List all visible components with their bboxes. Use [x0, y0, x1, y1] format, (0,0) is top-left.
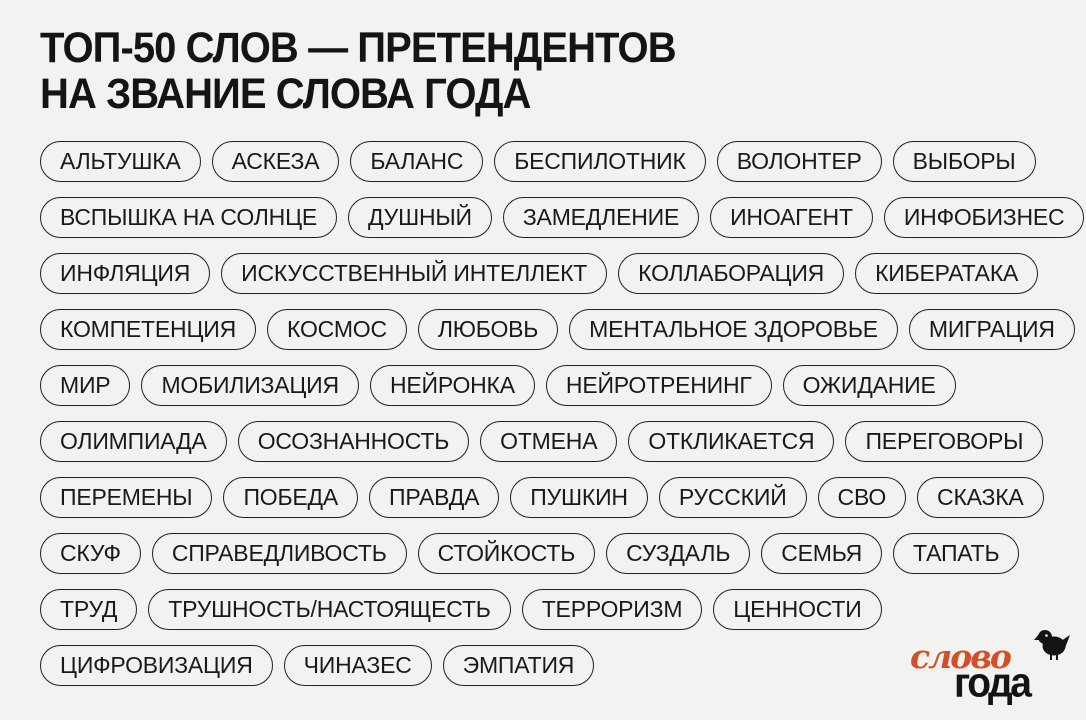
word-pill: МИГРАЦИЯ — [908, 309, 1075, 351]
word-pill: ТЕРРОРИЗМ — [521, 589, 703, 631]
word-row: ИНФЛЯЦИЯ ИСКУССТВЕННЫЙ ИНТЕЛЛЕКТ КОЛЛАБОРА… — [40, 253, 1046, 295]
word-pill: НЕЙРОНКА — [369, 365, 535, 407]
word-pill: АЛЬТУШКА — [40, 141, 201, 183]
word-pill: ЦИФРОВИЗАЦИЯ — [40, 645, 273, 687]
page-title-line1: ТОП-50 СЛОВ — ПРЕТЕНДЕНТОВ — [40, 24, 677, 72]
word-pill: МЕНТАЛЬНОЕ ЗДОРОВЬЕ — [569, 309, 898, 351]
word-pill: ЦЕННОСТИ — [713, 589, 882, 631]
word-pill: НЕЙРОТРЕНИНГ — [545, 365, 772, 407]
word-pill: КОМПЕТЕНЦИЯ — [40, 309, 257, 351]
word-pill: ПЕРЕГОВОРЫ — [845, 421, 1044, 463]
word-pill: КОСМОС — [267, 309, 407, 351]
word-row: СКУФ СПРАВЕДЛИВОСТЬ СТОЙКОСТЬ СУЗДАЛЬ СЕМЬЯ Т… — [40, 533, 1046, 575]
page-title-line2: НА ЗВАНИЕ СЛОВА ГОДА — [40, 69, 531, 118]
word-pill: КОЛЛАБОРАЦИЯ — [618, 253, 845, 295]
word-pill: РУССКИЙ — [658, 477, 807, 519]
word-pill: ВЫБОРЫ — [892, 141, 1036, 183]
word-pill: ПУШКИН — [510, 477, 648, 519]
word-pill: МОБИЛИЗАЦИЯ — [141, 365, 359, 407]
word-pill: ИСКУССТВЕННЫЙ ИНТЕЛЛЕКТ — [221, 253, 608, 295]
word-pill: КИБЕРАТАКА — [855, 253, 1039, 295]
word-pill: СКАЗКА — [917, 477, 1044, 519]
word-pill: БАЛАНС — [350, 141, 484, 183]
word-pill: ОСОЗНАННОСТЬ — [237, 421, 470, 463]
word-pill: ВОЛОНТЕР — [716, 141, 882, 183]
word-pill: СУЗДАЛЬ — [606, 533, 751, 575]
word-pill: ДУШНЫЙ — [348, 197, 492, 239]
word-pill: ЭМПАТИЯ — [442, 645, 595, 687]
word-row: КОМПЕТЕНЦИЯ КОСМОС ЛЮБОВЬ МЕНТАЛЬНОЕ ЗДОРОВ… — [40, 309, 1075, 351]
word-row: АЛЬТУШКА АСКЕЗА БАЛАНС БЕСПИЛОТНИК ВОЛОНТЕР В… — [40, 141, 1046, 183]
word-pill: ПЕРЕМЕНЫ — [40, 477, 213, 519]
word-pill: ОЛИМПИАДА — [40, 421, 227, 463]
slovo-goda-logo: слово года — [910, 630, 1070, 707]
logo-text-slovo: слово — [910, 637, 1012, 676]
word-pill: ЧИНАЗЕС — [283, 645, 432, 687]
word-pill: СТОЙКОСТЬ — [417, 533, 596, 575]
bird-icon — [1034, 630, 1070, 660]
word-pill: СПРАВЕДЛИВОСТЬ — [151, 533, 407, 575]
word-pill: СВО — [817, 477, 907, 519]
word-pill: ТАПАТЬ — [893, 533, 1020, 575]
word-pill: ТРУШНОСТЬ/НАСТОЯЩЕСТЬ — [148, 589, 511, 631]
word-pill: ОТКЛИКАЕТСЯ — [628, 421, 835, 463]
word-pill: ИНОАГЕНТ — [710, 197, 873, 239]
word-pill: ТРУД — [40, 589, 138, 631]
word-pill: ОТМЕНА — [480, 421, 618, 463]
word-row: ЦИФРОВИЗАЦИЯ ЧИНАЗЕС ЭМПАТИЯ — [40, 645, 1046, 687]
word-pill: ЛЮБОВЬ — [417, 309, 559, 351]
word-pill: ЗАМЕДЛЕНИЕ — [502, 197, 700, 239]
word-row: ПЕРЕМЕНЫ ПОБЕДА ПРАВДА ПУШКИН РУССКИЙ СВО СКАЗ… — [40, 477, 1046, 519]
word-pill: АСКЕЗА — [211, 141, 340, 183]
word-row: МИР МОБИЛИЗАЦИЯ НЕЙРОНКА НЕЙРОТРЕНИНГ ОЖИДАН… — [40, 365, 1046, 407]
word-row: ВСПЫШКА НА СОЛНЦЕ ДУШНЫЙ ЗАМЕДЛЕНИЕ ИНОАГЕН… — [40, 197, 1085, 239]
word-list: АЛЬТУШКА АСКЕЗА БАЛАНС БЕСПИЛОТНИК ВОЛОНТЕР В… — [40, 141, 1085, 687]
word-pill: ВСПЫШКА НА СОЛНЦЕ — [40, 197, 338, 239]
word-pill: ОЖИДАНИЕ — [782, 365, 956, 407]
word-pill: БЕСПИЛОТНИК — [494, 141, 706, 183]
word-row: ТРУД ТРУШНОСТЬ/НАСТОЯЩЕСТЬ ТЕРРОРИЗМ ЦЕННОС… — [40, 589, 1046, 631]
word-pill: СЕМЬЯ — [761, 533, 882, 575]
word-pill: ИНФОБИЗНЕС — [883, 197, 1085, 239]
page-title: ТОП-50 СЛОВ — ПРЕТЕНДЕНТОВ НА ЗВАНИЕ СЛО… — [40, 24, 976, 118]
word-pill: ИНФЛЯЦИЯ — [40, 253, 211, 295]
word-pill: ПОБЕДА — [223, 477, 359, 519]
logo-text-goda: года — [954, 659, 1032, 707]
word-pill: СКУФ — [40, 533, 141, 575]
word-row: ОЛИМПИАДА ОСОЗНАННОСТЬ ОТМЕНА ОТКЛИКАЕТСЯ ПЕ… — [40, 421, 1046, 463]
word-pill: МИР — [40, 365, 131, 407]
word-pill: ПРАВДА — [369, 477, 500, 519]
